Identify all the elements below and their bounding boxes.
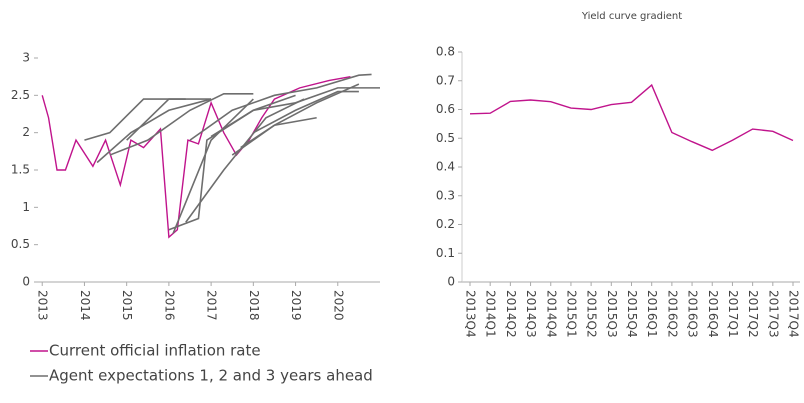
x-tick-label: 2015Q1 bbox=[564, 290, 578, 338]
x-tick-label: 2017Q4 bbox=[787, 290, 801, 338]
y-tick-label: 0.4 bbox=[436, 160, 455, 174]
x-tick-label: 2016Q4 bbox=[706, 290, 720, 338]
expectation-line bbox=[240, 116, 317, 149]
y-tick-label: 0.3 bbox=[436, 188, 455, 202]
expectation-line bbox=[172, 98, 254, 234]
x-tick-label: 2018 bbox=[247, 290, 261, 321]
x-tick-label: 2015Q4 bbox=[625, 290, 639, 338]
x-tick-label: 2017Q3 bbox=[766, 290, 780, 338]
expectation-line bbox=[96, 98, 212, 164]
x-tick-label: 2017Q1 bbox=[726, 290, 740, 338]
legend-label: Agent expectations 1, 2 and 3 years ahea… bbox=[49, 367, 373, 385]
x-tick-label: 2014Q3 bbox=[524, 290, 538, 338]
y-tick-label: 0 bbox=[447, 275, 455, 289]
y-tick-label: 3 bbox=[22, 51, 30, 65]
y-tick-label: 1.5 bbox=[11, 163, 30, 177]
x-tick-label: 2013 bbox=[36, 290, 50, 321]
x-tick-label: 2020 bbox=[331, 290, 345, 321]
expectation-line bbox=[126, 98, 212, 141]
expectation-line bbox=[231, 83, 360, 156]
legend-label: Current official inflation rate bbox=[49, 342, 261, 360]
y-tick-label: 2.5 bbox=[11, 88, 30, 102]
expectation-line bbox=[210, 87, 380, 138]
x-tick-label: 2014Q4 bbox=[544, 290, 558, 338]
y-tick-label: 0.2 bbox=[436, 217, 455, 231]
gradient-line bbox=[469, 83, 794, 152]
x-tick-label: 2013Q4 bbox=[464, 290, 478, 338]
expectation-line bbox=[109, 93, 254, 156]
x-tick-label: 2015Q3 bbox=[605, 290, 619, 338]
expectation-line bbox=[189, 73, 372, 141]
x-tick-label: 2019 bbox=[289, 290, 303, 321]
y-tick-label: 0.6 bbox=[436, 102, 455, 116]
y-tick-label: 0.8 bbox=[436, 45, 455, 59]
y-tick-label: 0.1 bbox=[436, 246, 455, 260]
expectation-line bbox=[168, 94, 296, 231]
expectation-line bbox=[252, 90, 359, 134]
x-tick-label: 2014Q2 bbox=[504, 290, 518, 338]
y-tick-label: 1 bbox=[22, 200, 30, 214]
y-tick-label: 0.7 bbox=[436, 73, 455, 87]
inflation-line bbox=[41, 75, 351, 239]
x-tick-label: 2017 bbox=[205, 290, 219, 321]
x-tick-label: 2016 bbox=[162, 290, 176, 321]
y-tick-label: 0.5 bbox=[11, 237, 30, 251]
expectation-line bbox=[84, 98, 186, 141]
x-tick-label: 2014 bbox=[78, 290, 92, 321]
x-tick-label: 2016Q2 bbox=[665, 290, 679, 338]
y-tick-label: 0.5 bbox=[436, 131, 455, 145]
x-tick-label: 2017Q2 bbox=[746, 290, 760, 338]
y-tick-label: 2 bbox=[22, 125, 30, 139]
x-tick-label: 2014Q1 bbox=[484, 290, 498, 338]
x-tick-label: 2016Q3 bbox=[686, 290, 700, 338]
chart-title: Yield curve gradient bbox=[581, 11, 682, 22]
y-tick-label: 0 bbox=[22, 275, 30, 289]
x-tick-label: 2015Q2 bbox=[585, 290, 599, 338]
x-tick-label: 2016Q1 bbox=[645, 290, 659, 338]
x-tick-label: 2015 bbox=[120, 290, 134, 321]
